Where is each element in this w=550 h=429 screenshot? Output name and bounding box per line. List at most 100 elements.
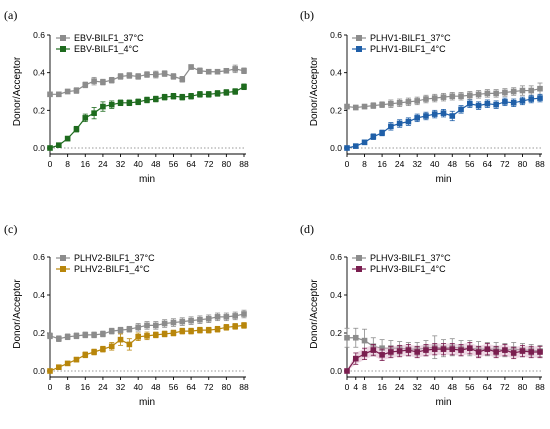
data-point (223, 314, 230, 320)
x-tick-label: 32 (116, 159, 126, 169)
y-tick-label: 0.6 (330, 252, 342, 262)
data-point (197, 327, 203, 333)
data-point (502, 89, 508, 96)
x-tick-label: 80 (518, 159, 528, 169)
data-point (214, 90, 221, 97)
chart-panel-3: (c) 0.0 0.2 0.4 0.6 0 8 16 24 32 40 48 56 64 72 80 88 min… (4, 222, 249, 408)
data-point (100, 79, 106, 85)
data-point (379, 345, 385, 351)
x-tick-label: 88 (535, 159, 545, 169)
data-point (475, 102, 482, 109)
data-point (449, 113, 456, 119)
data-point (361, 139, 368, 146)
data-point (405, 347, 412, 353)
data-point (205, 315, 212, 322)
data-point (188, 64, 194, 70)
x-tick-label: 40 (133, 382, 143, 392)
data-point (205, 327, 212, 333)
data-point (100, 103, 106, 110)
data-point (537, 349, 543, 355)
data-point (117, 100, 124, 106)
data-point (56, 91, 62, 98)
legend-marker (356, 35, 362, 41)
data-point (241, 311, 247, 317)
data-point (197, 67, 203, 74)
data-point (352, 104, 359, 111)
legend-marker (356, 46, 362, 52)
data-point (493, 90, 499, 97)
data-point (414, 115, 420, 121)
data-point (153, 71, 159, 78)
data-point (223, 89, 230, 96)
data-point (47, 91, 53, 98)
data-point (82, 115, 89, 121)
data-point (484, 90, 491, 97)
x-tick-label: 24 (98, 382, 108, 392)
data-point (205, 68, 212, 75)
x-tick-label: 0 (48, 382, 53, 392)
data-point (223, 67, 230, 74)
data-point (188, 328, 194, 334)
x-axis-label: min (435, 174, 451, 185)
x-tick-label: 16 (377, 382, 387, 392)
data-point (73, 126, 80, 132)
x-tick-label: 24 (395, 382, 405, 392)
data-point (47, 368, 53, 374)
x-tick-label: 88 (239, 159, 249, 169)
data-point (232, 88, 238, 95)
data-point (352, 143, 359, 149)
data-point (431, 346, 438, 352)
data-point (458, 106, 464, 113)
data-point (161, 94, 168, 100)
data-point (405, 118, 412, 125)
y-tick-label: 0.4 (330, 290, 342, 300)
data-point (197, 91, 203, 98)
y-tick-label: 0.6 (330, 30, 342, 40)
data-point (205, 91, 212, 98)
data-point (64, 135, 71, 142)
x-tick-label: 64 (483, 159, 493, 169)
data-point (510, 350, 517, 356)
data-point (100, 346, 106, 352)
data-point (153, 322, 159, 329)
x-axis-label: min (435, 397, 451, 408)
series-cold (344, 342, 543, 374)
x-tick-label: 80 (222, 159, 232, 169)
x-tick-label: 48 (151, 382, 161, 392)
data-point (344, 368, 350, 374)
y-tick-label: 0.4 (33, 290, 45, 300)
data-point (405, 99, 412, 105)
data-point (379, 352, 385, 358)
chart-panel-1: (a) 0.0 0.2 0.4 0.6 0 8 16 24 32 40 48 56 64 72 80 88 min… (4, 8, 249, 185)
data-point (153, 332, 159, 338)
data-point (56, 364, 62, 370)
x-tick-label: 80 (518, 382, 528, 392)
data-point (241, 67, 247, 74)
data-point (47, 333, 53, 339)
data-point (502, 347, 508, 353)
legend-marker (60, 255, 66, 261)
data-point (135, 334, 141, 340)
data-point (440, 110, 447, 116)
series-cold (47, 83, 247, 151)
data-point (414, 349, 420, 355)
x-tick-label: 32 (116, 382, 126, 392)
data-point (232, 313, 238, 319)
x-tick-label: 16 (81, 159, 91, 169)
x-tick-label: 0 (345, 382, 350, 392)
data-point (126, 72, 133, 79)
data-point (519, 348, 526, 354)
data-point (449, 93, 456, 100)
y-tick-label: 0.6 (33, 30, 45, 40)
legend-label: PLHV2-BILF1_4°C (74, 264, 150, 274)
data-point (537, 85, 543, 92)
data-point (64, 88, 71, 95)
data-point (144, 322, 150, 329)
data-point (82, 332, 89, 338)
data-point (135, 73, 141, 80)
data-point (510, 100, 517, 106)
data-point (47, 145, 53, 151)
data-point (241, 83, 247, 90)
